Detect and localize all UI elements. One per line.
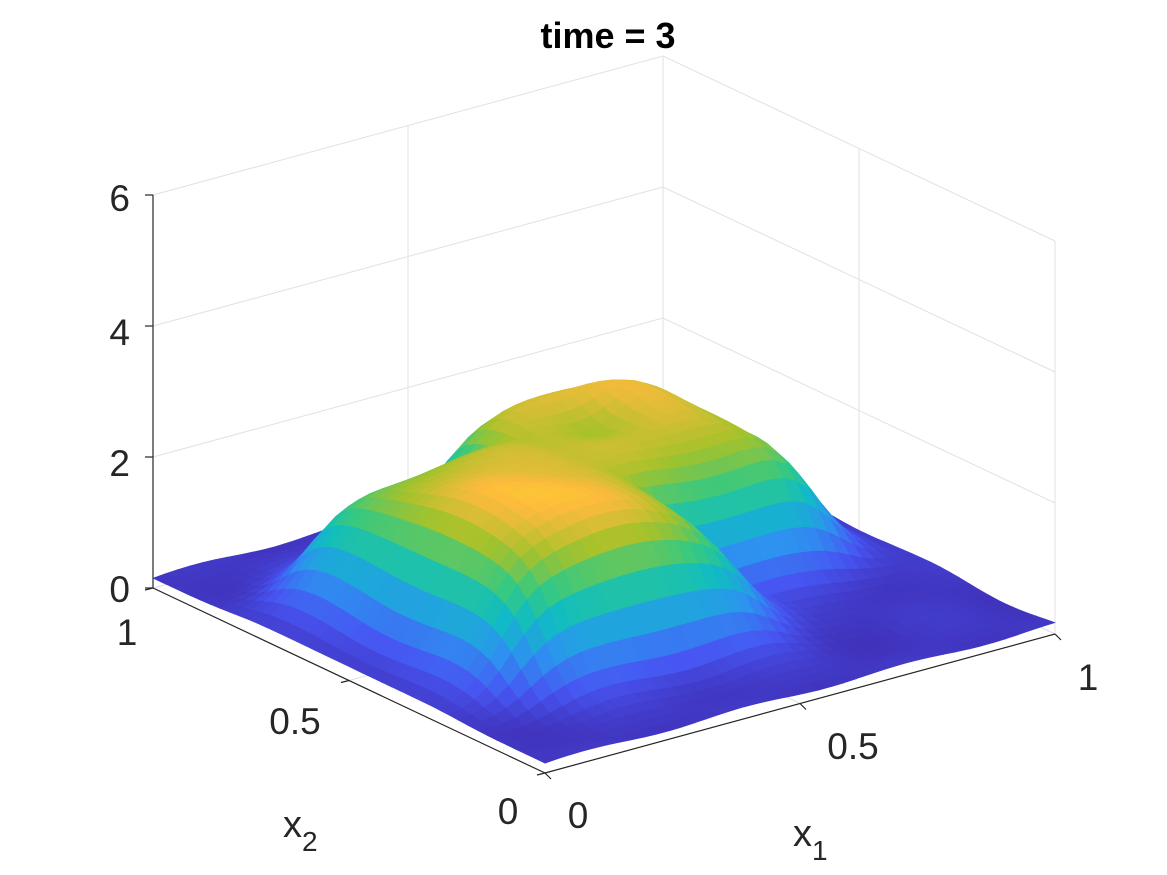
x2-tick-mark [536,772,546,776]
z-tick-4: 4 [109,312,130,353]
grid-line-z [152,55,1056,242]
x1-tick-mark [799,703,807,710]
z-tick-0: 0 [109,569,130,610]
grid-line-z [152,186,1056,373]
x1-tick-0: 0 [568,795,589,836]
chart-title: time = 3 [540,15,675,56]
x2-tick-0: 0 [498,791,519,832]
x1-tick-mark [544,772,552,780]
x2-tick-0.5: 0.5 [269,701,320,742]
z-tick-6: 6 [109,178,130,219]
z-tick-2: 2 [109,443,130,484]
surface-patch [534,754,559,764]
x1-tick-1: 1 [1078,657,1099,698]
surface [152,379,1056,764]
x2-tick-1: 1 [117,612,138,653]
x2-tick-mark [340,679,350,684]
x2-axis-label: x2 [283,804,318,857]
x1-tick-0.5: 0.5 [827,726,878,767]
x1-axis-label: x1 [793,813,828,866]
axes [144,194,1062,780]
x1-tick-mark [1054,633,1062,641]
